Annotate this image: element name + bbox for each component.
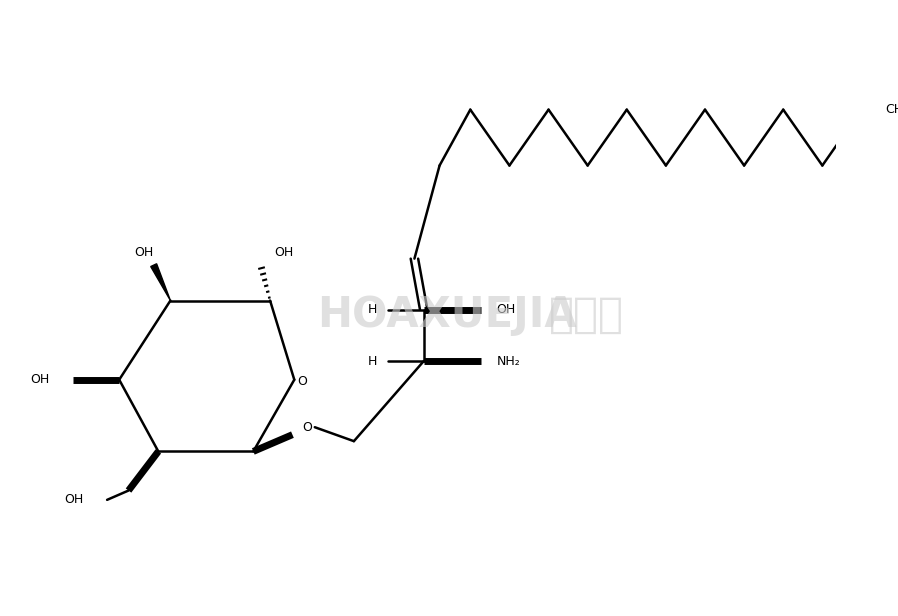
Text: H: H [368,355,377,368]
Text: 化学加: 化学加 [550,293,624,336]
Text: O: O [303,421,313,434]
Text: CH₃: CH₃ [885,103,898,116]
Text: OH: OH [497,303,515,317]
Text: OH: OH [31,373,49,386]
Polygon shape [151,264,171,301]
Text: OH: OH [65,493,84,506]
Text: OH: OH [135,246,154,259]
Text: O: O [297,375,307,388]
Text: OH: OH [275,246,294,259]
Text: H: H [368,303,377,317]
Text: HOAXUEJIA: HOAXUEJIA [317,293,577,336]
Text: NH₂: NH₂ [497,355,520,368]
